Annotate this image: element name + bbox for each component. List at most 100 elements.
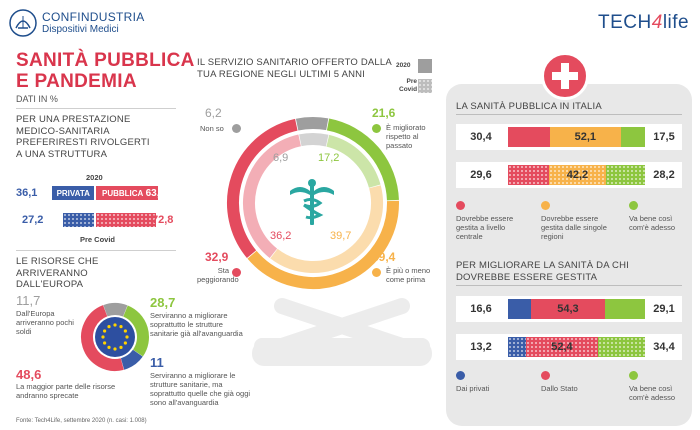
italy-row1-bars: 52,1 <box>508 127 645 147</box>
pref-private-bar-pre <box>62 213 94 227</box>
confindustria-logo <box>8 8 38 38</box>
who-row2-bars: 52,4 <box>508 337 645 357</box>
org-subname: Dispositivi Medici <box>42 24 119 35</box>
service-same-2020: 39,4 <box>372 250 396 264</box>
page-title-line2: E PANDEMIA <box>16 71 137 92</box>
italy-legend-3: Va bene così com'è adesso <box>629 214 676 232</box>
italy-row1-ok <box>621 127 645 147</box>
pref-private-2020-value: 36,1 <box>16 187 38 199</box>
eu-star-icon <box>113 347 117 351</box>
medical-cross-icon <box>541 52 589 100</box>
donut-2020-nonso <box>295 117 329 131</box>
legend-pre-swatch <box>418 79 432 93</box>
eu-star-icon <box>101 335 105 339</box>
service-same-pre: 39,7 <box>330 230 352 242</box>
legend-2020-label: 2020 <box>396 62 411 69</box>
who-row1-right-value: 29,1 <box>653 303 675 315</box>
pref-private-label: PRIVATA <box>56 188 90 198</box>
donut-pre-nonso <box>299 133 329 147</box>
donut-pre-same <box>270 185 383 273</box>
donut-pre-worse <box>243 134 302 258</box>
italy-row2-bars: 42,2 <box>508 165 645 185</box>
who-row2: 13,2 52,4 34,4 <box>456 334 682 360</box>
eu-star-icon <box>123 341 127 345</box>
who-row1-private <box>508 299 531 319</box>
italy-row2: 29,6 42,2 28,2 <box>456 162 682 188</box>
pref-public-2020-value: 63,9 <box>145 187 166 199</box>
pref-public-bar-2020: PUBBLICA 63,9 <box>96 186 165 200</box>
eu-heading: LE RISORSE CHE ARRIVERANNO DALL'EUROPA <box>16 256 99 290</box>
eu-text-c: Serviranno a migliorare le strutture san… <box>150 371 251 407</box>
eu-text-a: Dall'Europa arriveranno pochi soldi <box>16 309 74 336</box>
pref-private-pre-value: 27,2 <box>22 214 44 226</box>
eu-value-c: 11 <box>150 355 164 370</box>
service-worse-dot <box>232 268 241 277</box>
italy-legend-dot-1 <box>456 201 465 210</box>
eu-pie-chart <box>81 303 149 371</box>
eu-value-d: 48,6 <box>16 367 42 382</box>
service-nonso-label: Non so <box>200 124 224 133</box>
service-nonso-dot <box>232 124 241 133</box>
eu-slice-c <box>120 349 143 370</box>
eu-value-a: 11,7 <box>16 293 41 308</box>
confindustria-emblem-icon <box>9 9 37 37</box>
who-row1: 16,6 54,3 29,1 <box>456 296 682 322</box>
eu-slice-d <box>81 305 124 371</box>
who-row1-left-value: 16,6 <box>470 303 492 315</box>
who-row2-right-value: 34,4 <box>653 341 675 353</box>
divider <box>456 285 682 286</box>
who-row2-private <box>508 337 527 357</box>
italy-row2-central <box>508 165 549 185</box>
italy-row2-left-value: 29,6 <box>470 169 492 181</box>
italy-legend-2: Dovrebbe essere gestita dalle singole re… <box>541 214 607 241</box>
tech4life-logo-part-c: life <box>662 12 690 33</box>
eu-star-icon <box>119 345 123 349</box>
who-row2-left-value: 13,2 <box>470 341 492 353</box>
stretcher-leg <box>274 298 410 354</box>
service-heading: IL SERVIZIO SANITARIO OFFERTO DALLA TUA … <box>197 57 392 80</box>
pref-public-label-text: PUBBLICA <box>102 188 144 198</box>
eu-slice-b <box>122 305 149 357</box>
divider <box>16 250 176 251</box>
italy-row2-right-value: 28,2 <box>653 169 675 181</box>
who-legend-3: Va bene così com'è adesso <box>629 384 676 402</box>
italy-row2-ok <box>606 165 645 185</box>
legend-pre-label: Pre Covid <box>399 78 418 93</box>
source-note: Fonte: Tech4Life, settembre 2020 (n. cas… <box>16 418 147 424</box>
who-row1-bars: 54,3 <box>508 299 645 319</box>
who-legend-dot-2 <box>541 371 550 380</box>
pref-public-label: PUBBLICA 63,9 <box>96 186 165 200</box>
caduceus-icon <box>284 175 340 236</box>
who-legend-2: Dallo Stato <box>541 384 578 393</box>
pref-public-bar-pre <box>96 213 157 227</box>
eu-star-icon <box>113 323 117 327</box>
italy-row1: 30,4 52,1 17,5 <box>456 124 682 150</box>
italy-row1-left-value: 30,4 <box>470 131 492 143</box>
eu-slice-a <box>103 303 128 317</box>
service-nonso-pre: 6,9 <box>273 152 289 164</box>
eu-star-icon <box>103 329 107 333</box>
eu-text-b: Serviranno a migliorare soprattutto le s… <box>150 311 243 338</box>
service-same-label: È più o meno come prima <box>386 266 431 284</box>
italy-legend-1: Dovrebbe essere gestita a livello centra… <box>456 214 514 241</box>
pref-public-pre-value: 72,8 <box>152 214 174 226</box>
service-worse-pre: 36,2 <box>270 230 292 242</box>
italy-legend-dot-2 <box>541 201 550 210</box>
italy-row1-right-value: 17,5 <box>653 131 675 143</box>
who-heading: PER MIGLIORARE LA SANITÀ DA CHI DOVREBBE… <box>456 260 630 283</box>
pref-year-label: 2020 <box>86 173 103 182</box>
eu-flag-icon <box>95 317 135 357</box>
eu-text-d: La maggior parte delle risorse andranno … <box>16 382 116 400</box>
eu-star-icon <box>103 341 107 345</box>
who-legend-dot-3 <box>629 371 638 380</box>
eu-star-icon <box>107 345 111 349</box>
who-row1-ok <box>605 299 645 319</box>
donut-2020-worse <box>227 118 298 259</box>
who-legend-1: Dai privati <box>456 384 490 393</box>
pref-pre-label: Pre Covid <box>80 235 116 244</box>
divider <box>16 108 176 109</box>
italy-row1-central <box>508 127 550 147</box>
page-subtitle: DATI IN % <box>16 94 58 104</box>
service-nonso-2020: 6,2 <box>205 106 222 120</box>
donut-2020-better <box>326 118 399 201</box>
